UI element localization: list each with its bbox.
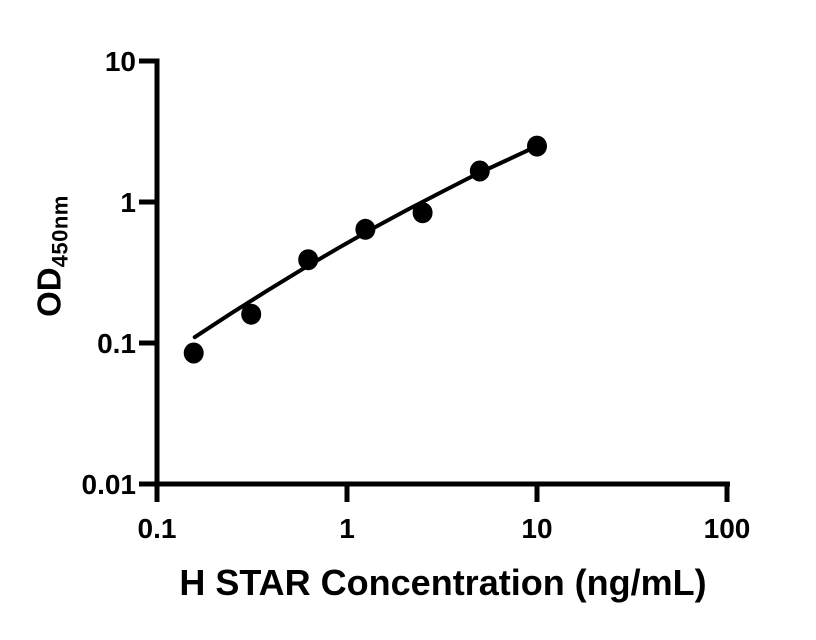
x-tick-label: 10 xyxy=(521,513,552,544)
data-point xyxy=(355,218,376,240)
data-point xyxy=(183,342,204,364)
x-tick-label: 1 xyxy=(339,513,355,544)
y-tick-label: 0.1 xyxy=(97,328,136,359)
y-tick-label: 1 xyxy=(120,187,136,218)
data-point xyxy=(412,202,433,224)
data-point xyxy=(469,160,490,182)
x-tick-label: 0.1 xyxy=(138,513,177,544)
data-point xyxy=(527,135,547,157)
data-point xyxy=(298,249,319,271)
y-axis-title-subscript: 450nm xyxy=(47,195,73,268)
x-axis-title: H STAR Concentration (ng/mL) xyxy=(179,562,707,603)
y-axis-title: OD450nm xyxy=(31,195,74,317)
y-axis-title-main: OD xyxy=(30,267,68,317)
data-point xyxy=(241,303,262,325)
y-tick-label: 10 xyxy=(105,46,136,77)
y-tick-label: 0.01 xyxy=(82,469,137,500)
x-tick-label: 100 xyxy=(704,513,751,544)
